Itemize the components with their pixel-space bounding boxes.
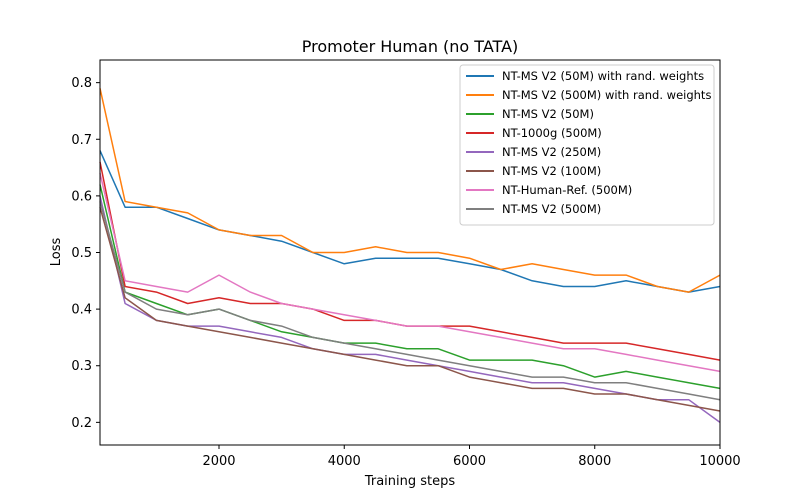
legend: NT-MS V2 (50M) with rand. weights NT-MS V… [459, 64, 715, 226]
y-tick-label: 0.4 [71, 303, 92, 318]
y-tick-label: 0.6 [71, 189, 92, 204]
y-axis-label: Loss [49, 238, 64, 267]
y-tick-label: 0.3 [71, 359, 92, 374]
series-line-8 [99, 201, 721, 401]
legend-box [459, 64, 715, 226]
x-tick-label: 8000 [578, 454, 611, 469]
legend-entry: NT-MS V2 (500M) with rand. weights [502, 88, 711, 102]
series-line-6 [99, 206, 721, 412]
legend-entry: NT-MS V2 (100M) [502, 164, 601, 178]
series-line-1 [99, 150, 721, 293]
legend-entry: NT-MS V2 (500M) [502, 202, 601, 216]
legend-entry: NT-MS V2 (50M) with rand. weights [502, 69, 704, 83]
y-tick-label: 0.2 [71, 416, 92, 431]
x-tick-label: 4000 [328, 454, 361, 469]
series-lines [99, 88, 721, 424]
series-line-5 [99, 195, 721, 424]
x-tick-label: 2000 [202, 454, 235, 469]
legend-entry: NT-1000g (500M) [502, 126, 602, 140]
legend-entry: NT-Human-Ref. (500M) [502, 183, 632, 197]
axis-ticks: 2000 4000 6000 8000 10000 0.2 0.3 0.4 0.5 0.6 0.7 0… [71, 76, 740, 469]
y-tick-label: 0.7 [71, 133, 92, 148]
legend-entry: NT-MS V2 (250M) [502, 145, 601, 159]
series-line-7 [99, 173, 721, 373]
chart-title: Promoter Human (no TATA) [302, 37, 519, 56]
series-line-2 [99, 88, 721, 293]
y-tick-label: 0.5 [71, 246, 92, 261]
y-tick-label: 0.8 [71, 76, 92, 91]
x-tick-label: 10000 [699, 454, 740, 469]
legend-entry: NT-MS V2 (50M) [502, 107, 594, 121]
x-tick-label: 6000 [453, 454, 486, 469]
x-axis-label: Training steps [364, 474, 456, 489]
plot-frame [99, 59, 721, 446]
